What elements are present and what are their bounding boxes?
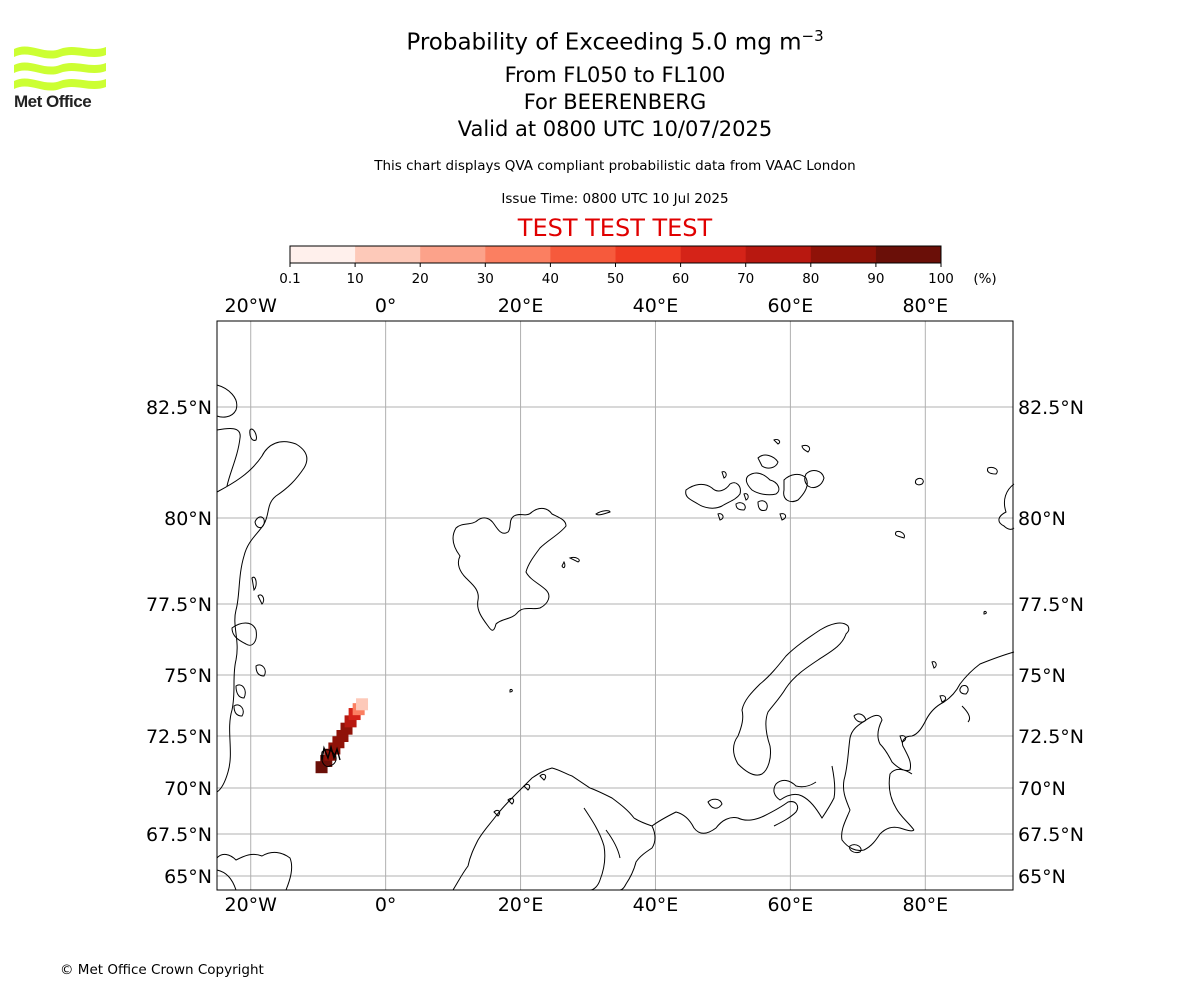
lat-tick-label-right: 75°N: [1018, 665, 1066, 687]
colorbar-bin: [680, 246, 746, 263]
lat-tick-label-left: 82.5°N: [146, 397, 212, 419]
test-banner: TEST TEST TEST: [517, 214, 713, 242]
copyright-notice: © Met Office Crown Copyright: [60, 962, 264, 978]
lat-tick-label-right: 67.5°N: [1018, 824, 1084, 846]
coastline-severnaya: [895, 467, 1015, 615]
lat-tick-label-left: 67.5°N: [146, 824, 212, 846]
gridlines: [217, 321, 1013, 890]
coastline-novaya-zemlya: [733, 622, 850, 776]
colorbar: 0.1 10 20 30 40 50 60 70 80 90 100 (%): [279, 245, 997, 287]
lat-tick-label-right: 77.5°N: [1018, 594, 1084, 616]
chart-subtitle: This chart displays QVA compliant probab…: [374, 158, 856, 174]
volcano-marker-icon: [321, 744, 341, 761]
lat-tick-label-right: 80°N: [1018, 508, 1066, 530]
lon-tick-label-bottom: 0°: [375, 894, 397, 916]
colorbar-tick-label: 0.1: [279, 271, 300, 287]
plume-cell: [356, 698, 369, 711]
lon-tick-label-top: 20°W: [224, 295, 277, 317]
axis-tick-labels: 20°W 20°W 0° 0° 20°E 20°E 40°E 40°E 60°E 60°E 80°E…: [146, 295, 1084, 916]
colorbar-bin: [420, 246, 486, 263]
colorbar-bin: [550, 246, 616, 263]
volcano-name: For BEERENBERG: [523, 90, 707, 114]
lon-tick-label-bottom: 80°E: [902, 894, 948, 916]
lon-tick-label-top: 40°E: [633, 295, 679, 317]
chart-title: Probability of Exceeding 5.0 mg m−3: [406, 27, 824, 56]
colorbar-bin: [485, 246, 551, 263]
colorbar-bin: [290, 246, 356, 263]
lon-tick-label-top: 20°E: [498, 295, 544, 317]
colorbar-bin: [745, 246, 812, 263]
met-office-logo-icon: [14, 46, 106, 91]
colorbar-tick-label: 60: [672, 271, 689, 287]
colorbar-tick-label: 50: [607, 271, 624, 287]
coastline-iceland: [216, 851, 293, 891]
coastlines: [216, 384, 1015, 891]
colorbar-tick-label: 70: [737, 271, 754, 287]
lon-tick-label-top: 0°: [375, 295, 397, 317]
lat-tick-label-left: 65°N: [164, 866, 212, 888]
lat-tick-label-left: 70°N: [164, 778, 212, 800]
colorbar-bin: [875, 246, 942, 263]
coastline-scandinavia-islands: [493, 773, 723, 817]
colorbar-tick-label: 40: [542, 271, 559, 287]
colorbar-bin: [355, 246, 421, 263]
lat-tick-label-right: 82.5°N: [1018, 397, 1084, 419]
colorbar-tick-label: 10: [347, 271, 364, 287]
coastline-greenland-islands: [231, 428, 266, 717]
lat-tick-label-left: 72.5°N: [146, 726, 212, 748]
valid-time: Valid at 0800 UTC 10/07/2025: [457, 117, 773, 141]
lon-tick-label-top: 60°E: [768, 295, 814, 317]
lat-tick-label-left: 77.5°N: [146, 594, 212, 616]
lon-tick-label-bottom: 20°W: [224, 894, 277, 916]
colorbar-tick-label: 20: [412, 271, 429, 287]
colorbar-unit: (%): [973, 271, 996, 287]
colorbar-tick-label: 80: [802, 271, 819, 287]
logo-text: Met Office: [14, 92, 92, 111]
lon-tick-label-bottom: 60°E: [768, 894, 814, 916]
colorbar-tick-label: 30: [477, 271, 494, 287]
colorbar-tick-label: 100: [928, 271, 954, 287]
coastline-russia: [773, 651, 1015, 851]
map-frame: [216, 320, 1014, 891]
lat-tick-label-right: 70°N: [1018, 778, 1066, 800]
coastline-greenland: [216, 384, 308, 793]
colorbar-bin: [810, 246, 877, 263]
coastline-scandinavia: [452, 767, 799, 891]
lon-tick-label-bottom: 20°E: [498, 894, 544, 916]
coastline-franz-josef: [685, 439, 825, 521]
coastline-jan-mayen: [321, 749, 337, 767]
lat-tick-label-left: 75°N: [164, 665, 212, 687]
lat-tick-label-right: 65°N: [1018, 866, 1066, 888]
issue-time: Issue Time: 0800 UTC 10 Jul 2025: [501, 191, 729, 207]
lon-tick-label-top: 80°E: [902, 295, 948, 317]
lat-tick-label-left: 80°N: [164, 508, 212, 530]
coastline-svalbard: [452, 507, 567, 631]
ash-plume: [315, 698, 369, 774]
lon-tick-label-bottom: 40°E: [633, 894, 679, 916]
flight-level-range: From FL050 to FL100: [504, 63, 726, 87]
colorbar-bin: [615, 246, 681, 263]
lat-tick-label-right: 72.5°N: [1018, 726, 1084, 748]
coastline-svalbard-islands: [509, 510, 611, 693]
coastline-russia-islands: [849, 661, 971, 853]
colorbar-tick-label: 90: [867, 271, 884, 287]
